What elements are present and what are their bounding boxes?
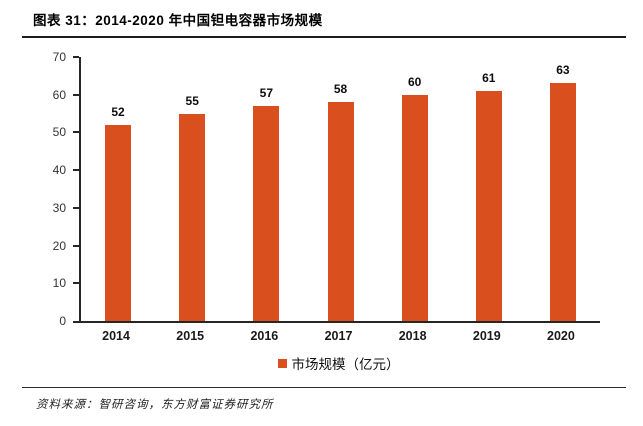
- bar-2020: [549, 83, 576, 321]
- y-tick-label: 10: [52, 276, 66, 291]
- y-tick-mark: [73, 282, 79, 285]
- y-axis-labels: 0 10 20 30 40 50 60 70: [0, 50, 66, 328]
- bar-2016: [253, 106, 280, 321]
- y-tick-label: 50: [52, 125, 66, 140]
- bar-value-label: 52: [111, 104, 125, 119]
- bar-2017: [327, 102, 354, 321]
- bar-2019: [475, 90, 502, 321]
- x-tick-label: 2016: [250, 329, 279, 343]
- y-tick-mark: [73, 56, 79, 58]
- y-tick-mark: [73, 93, 79, 96]
- y-tick-mark: [73, 244, 79, 247]
- legend-swatch: [277, 358, 287, 368]
- source-note: 资料来源：智研咨询，东方财富证券研究所: [36, 399, 274, 411]
- y-tick-mark: [73, 131, 79, 134]
- y-tick-label: 0: [59, 314, 66, 328]
- bar-value-label: 55: [185, 93, 199, 108]
- bar-value-label: 60: [407, 74, 422, 89]
- x-tick-label: 2019: [472, 329, 501, 343]
- y-tick-mark: [73, 206, 79, 209]
- bar-2014: [105, 124, 132, 321]
- legend-label: 市场规模（亿元）: [291, 357, 400, 372]
- y-tick-label: 30: [52, 200, 66, 215]
- plot-area: 52 55 57 58 60 61 63: [73, 56, 600, 323]
- x-tick-label: 2015: [176, 329, 205, 343]
- bar-2015: [179, 113, 206, 321]
- title-underline: [22, 36, 626, 38]
- bar-value-label: 58: [333, 82, 348, 97]
- y-tick-label: 40: [52, 163, 66, 178]
- bar-value-label: 63: [556, 63, 570, 78]
- bar-value-label: 61: [482, 70, 496, 85]
- y-tick-mark: [73, 169, 79, 172]
- legend: 市场规模（亿元）: [79, 353, 598, 373]
- x-tick-label: 2014: [102, 329, 130, 343]
- x-tick-label: 2018: [398, 329, 427, 343]
- y-tick-label: 70: [52, 50, 66, 64]
- x-tick-label: 2020: [547, 329, 575, 343]
- figure-title: 图表 31：2014-2020 年中国钽电容器市场规模: [33, 13, 323, 28]
- bar-2018: [401, 94, 428, 321]
- y-tick-label: 60: [52, 87, 66, 102]
- y-tick-label: 20: [52, 238, 66, 253]
- footer-divider: [22, 387, 626, 388]
- x-axis-labels: 2014 2015 2016 2017 2018 2019 2020: [79, 329, 598, 347]
- x-tick-label: 2017: [324, 329, 353, 343]
- bar-value-label: 57: [259, 86, 274, 101]
